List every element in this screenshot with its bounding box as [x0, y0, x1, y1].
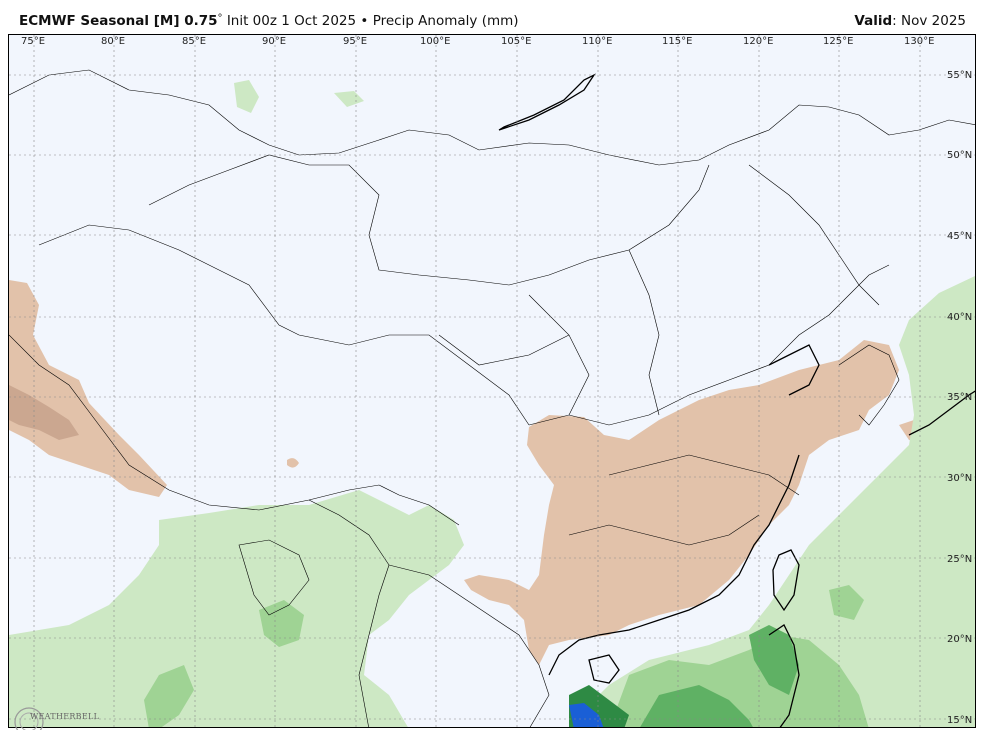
map-title: ECMWF Seasonal [M] 0.75° Init 00z 1 Oct … [19, 13, 519, 29]
field-name: Precip Anomaly (mm) [372, 13, 519, 29]
precip-anomaly-map: 75°E 80°E 85°E 90°E 95°E 100°E 105°E 110… [9, 35, 975, 727]
dry-region-himalaya [9, 280, 167, 497]
lat-label-45: 45°N [947, 231, 972, 242]
border-china-internal-2 [628, 249, 660, 416]
border-china-east [528, 264, 890, 426]
degree-symbol: ° [217, 13, 223, 24]
model-name: ECMWF Seasonal [M] 0.75 [19, 13, 218, 29]
lat-label-30: 30°N [947, 473, 972, 484]
border-china-internal-5 [568, 514, 760, 546]
border-india-bangladesh [238, 539, 310, 616]
wet-region-india-east [144, 665, 194, 727]
political-borders [9, 69, 975, 727]
lon-label-100: 100°E [420, 36, 450, 47]
lat-label-35: 35°N [947, 392, 972, 403]
dry-region-east-china [464, 340, 899, 665]
wet-anomaly-regions [9, 80, 975, 727]
coast-china-east [548, 454, 800, 676]
lat-label-20: 20°N [947, 634, 972, 645]
valid-label: Valid [854, 13, 893, 29]
lon-label-120: 120°E [743, 36, 773, 47]
wet-region-lake-baikal [334, 91, 364, 107]
lon-label-95: 95°E [343, 36, 367, 47]
lat-label-55: 55°N [947, 70, 972, 81]
lon-label-105: 105°E [501, 36, 531, 47]
map-header: ECMWF Seasonal [M] 0.75° Init 00z 1 Oct … [0, 0, 984, 34]
wet-region-luzon [749, 625, 799, 695]
weatherbell-logo: WEATHERBELL [10, 698, 100, 730]
coastlines [498, 73, 975, 727]
border-russia-china-mongolia [9, 69, 975, 166]
dry-anomaly-strong [9, 385, 79, 440]
border-indochina [388, 564, 550, 727]
valid-time: Valid: Nov 2025 [854, 13, 966, 29]
wet-region-west-pacific [570, 275, 975, 727]
graticule [9, 35, 975, 727]
bullet-separator: • [360, 13, 369, 29]
border-manchuria [748, 164, 880, 306]
coast-hainan [588, 654, 620, 684]
map-panel: 75°E 80°E 85°E 90°E 95°E 100°E 105°E 110… [8, 34, 976, 728]
wet-region-bay-of-bengal [259, 600, 304, 647]
lon-label-90: 90°E [262, 36, 286, 47]
coast-japan [908, 390, 975, 436]
logo-text: WEATHERBELL [30, 712, 100, 721]
latitude-labels: 55°N 50°N 45°N 40°N 35°N 30°N 25°N 20°N … [947, 70, 972, 726]
lon-label-125: 125°E [823, 36, 853, 47]
lon-label-75: 75°E [21, 36, 45, 47]
lat-label-50: 50°N [947, 150, 972, 161]
dry-strong-west [9, 385, 79, 440]
wet-region-south-asia [9, 490, 464, 727]
border-china-internal-4 [608, 454, 800, 496]
border-himalaya [9, 334, 460, 526]
logo-globe-icon [14, 707, 44, 730]
border-tibet-north [38, 224, 530, 426]
lat-label-25: 25°N [947, 554, 972, 565]
lat-label-15: 15°N [947, 715, 972, 726]
wet-region-east-spot [829, 585, 864, 620]
init-time: Init 00z 1 Oct 2025 [226, 13, 357, 29]
border-mongolia-south [148, 154, 710, 286]
lat-label-40: 40°N [947, 312, 972, 323]
longitude-labels: 75°E 80°E 85°E 90°E 95°E 100°E 105°E 110… [21, 36, 934, 47]
coast-philippines [768, 624, 800, 727]
valid-value: : Nov 2025 [892, 13, 966, 29]
border-korea [838, 344, 900, 426]
lon-label-110: 110°E [582, 36, 612, 47]
wet-region-philippines [640, 685, 753, 727]
lon-label-115: 115°E [662, 36, 692, 47]
wet-region-extreme [569, 703, 604, 727]
border-china-internal-1 [528, 294, 590, 416]
dry-region-tibet-spot [287, 458, 299, 468]
border-myanmar [308, 499, 390, 727]
wet-region-mongolia-spot [234, 80, 259, 113]
coast-taiwan [772, 549, 800, 612]
border-china-internal-3 [438, 334, 570, 366]
coast-baikal [498, 73, 596, 131]
lon-label-80: 80°E [101, 36, 125, 47]
lon-label-85: 85°E [182, 36, 206, 47]
lon-label-130: 130°E [904, 36, 934, 47]
coast-bohai [768, 344, 820, 396]
